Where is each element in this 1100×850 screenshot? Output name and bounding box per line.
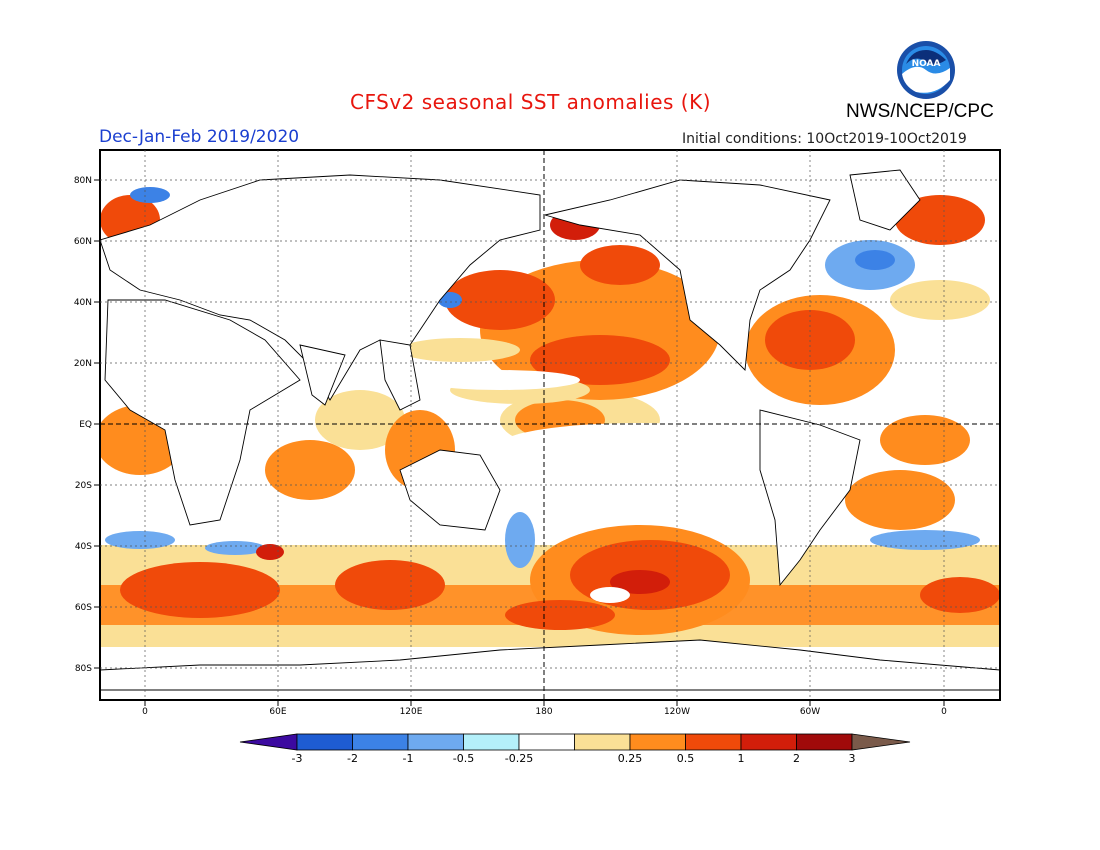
colorbar-left-arrow [239,733,298,751]
lon-label: 120W [664,707,690,717]
lat-label: 80N [74,176,92,186]
initial-conditions: Initial conditions: 10Oct2019-10Oct2019 [682,131,967,147]
noaa-logo: NOAA [897,41,955,99]
agency-label: NWS/NCEP/CPC [846,101,994,122]
colorbar-segment [685,733,742,751]
lon-label: 60W [800,707,820,717]
lat-label: 60S [75,603,92,613]
lon-label: 0 [142,707,148,717]
lat-label: 60N [74,237,92,247]
lon-label: 0 [941,707,947,717]
colorbar-segment [296,733,353,751]
colorbar-segment [629,733,686,751]
colorbar-label: 1 [738,752,745,765]
noaa-logo-text: NOAA [912,59,941,69]
lat-label: 80S [75,664,92,674]
lon-label: 180 [535,707,552,717]
map-frame [99,149,1001,701]
colorbar: -3 -2 -1 -0.5 -0.25 0.25 0.5 1 2 3 [239,733,911,765]
season-subtitle: Dec-Jan-Feb 2019/2020 [99,127,300,147]
colorbar-segment [407,733,464,751]
anomaly-field [100,150,1000,700]
lat-label: EQ [79,420,92,430]
colorbar-segment [463,733,520,751]
colorbar-label: 2 [793,752,800,765]
colorbar-label: 3 [849,752,856,765]
colorbar-label: -2 [347,752,358,765]
colorbar-right-arrow [851,733,911,751]
lat-label: 20N [74,359,92,369]
colorbar-segment [740,733,797,751]
lat-label: 40S [75,542,92,552]
graticule [100,150,1000,700]
colorbar-label: 0.25 [618,752,643,765]
lon-label: 60E [269,707,286,717]
colorbar-label: 0.5 [677,752,695,765]
colorbar-segment [518,733,575,751]
continents [100,169,1000,691]
colorbar-label: -3 [292,752,303,765]
colorbar-label: -1 [403,752,414,765]
lat-label: 20S [75,481,92,491]
colorbar-label: -0.5 [453,752,474,765]
chart-title: CFSv2 seasonal SST anomalies (K) [350,90,711,114]
colorbar-segment [796,733,853,751]
lon-label: 120E [400,707,423,717]
colorbar-label: -0.25 [505,752,533,765]
colorbar-segment [352,733,409,751]
colorbar-segment [574,733,631,751]
lat-label: 40N [74,298,92,308]
